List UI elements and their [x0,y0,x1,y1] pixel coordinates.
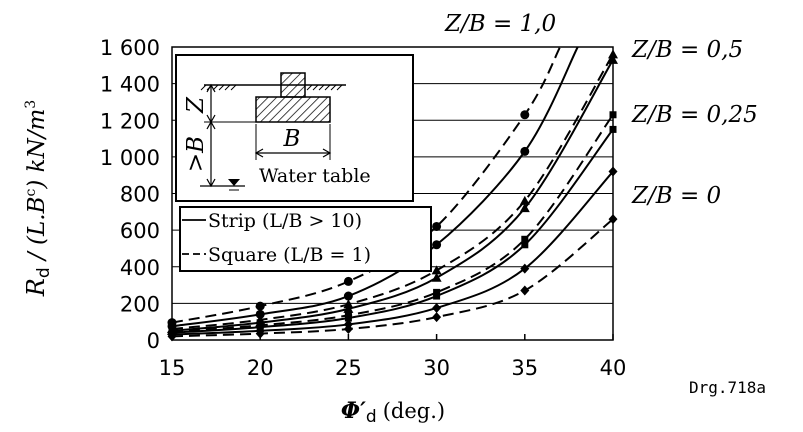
y-tick-label: 1 000 [100,146,160,170]
y-axis-units: ) kN/m [24,109,50,190]
data-point-circle [432,221,442,231]
arrow-up-icon [206,83,216,93]
y-axis-units-sup: 3 [23,100,39,109]
x-axis-unit: (deg.) [383,399,445,423]
y-axis-sup: c [23,188,39,196]
data-point-triangle [431,272,442,282]
drawing-id: Drg.718a [689,378,766,397]
y-tick-label: 1 200 [100,109,160,133]
data-point-square [433,292,441,300]
series-line-z0-strip [171,170,614,336]
data-point-diamond [520,285,530,296]
legend: Strip (L/B > 10) Square (L/B = 1) [179,206,432,272]
x-axis-subscript: d [366,407,377,427]
data-point-circle [255,301,265,311]
svg-text:Rd / (L.Bc) kN/m3: Rd / (L.Bc) kN/m3 [22,100,54,297]
x-tick-label: 15 [159,356,186,380]
label-zb-1-0: Z/B = 1,0 [444,11,556,37]
x-tick-label: 25 [335,356,362,380]
data-point-triangle [343,299,354,309]
inset-z-label: Z [183,96,209,114]
arrow-left-icon [254,148,264,158]
series-line-z0-square [171,218,614,338]
data-point-square [344,314,352,322]
y-axis-text: / (L.B [24,196,50,267]
legend-strip-label: Strip (L/B > 10) [208,210,362,232]
data-point-diamond [520,263,530,274]
inset-diagram: Z >B B Water table [175,54,414,202]
water-table-label: Water table [259,165,371,187]
y-tick-label: 1 400 [100,73,160,97]
x-axis-title: Φ′d (deg.) [341,398,445,427]
y-tick-label: 800 [120,183,160,207]
data-point-circle [255,309,265,319]
legend-square-label: Square (L/B = 1) [208,244,371,266]
x-axis-symbol: Φ′ [341,398,366,424]
label-zb-0: Z/B = 0 [631,183,721,209]
data-point-circle [520,146,530,156]
data-point-triangle [431,265,442,275]
footing-base [255,96,331,123]
y-tick-label: 200 [120,292,160,316]
inset-b-label: B [283,126,301,152]
svg-text:Φ′d(deg.): Φ′d (deg.) [341,398,445,427]
data-point-diamond [432,302,442,313]
y-axis-subscript: d [34,267,54,278]
label-zb-0-25: Z/B = 0,25 [631,102,758,128]
data-point-circle [520,110,530,120]
data-point-triangle [519,203,530,213]
data-point-circle [343,276,353,286]
x-tick-label: 20 [247,356,274,380]
x-tick-label: 35 [511,356,538,380]
x-tick-label: 40 [600,356,627,380]
y-tick-label: 400 [120,256,160,280]
data-point-triangle [343,303,354,313]
inset-depth-label: >B [183,136,209,172]
y-tick-label: 1 600 [100,36,160,60]
ground-hatch-right [306,84,343,91]
data-point-square [433,288,441,296]
data-point-diamond [255,328,265,339]
data-point-square [521,241,529,249]
y-axis-symbol: R [22,278,50,297]
footing-column [280,72,306,98]
water-table-icon [228,179,240,186]
data-point-circle [343,291,353,301]
data-point-triangle [519,195,530,205]
y-tick-label: 600 [120,219,160,243]
data-point-diamond [343,324,353,335]
axis-ticks: 0 200 400 600 800 1 000 1 200 1 400 1 600 15 20 25 3… [100,36,626,380]
data-point-square [521,235,529,243]
label-zb-0-5: Z/B = 0,5 [631,37,743,63]
legend-frame [179,206,432,272]
data-point-diamond [432,312,442,323]
y-axis-title: Rd / (L.Bc) kN/m3 [22,100,54,297]
y-tick-label: 0 [147,329,160,353]
x-tick-label: 30 [423,356,450,380]
arrow-right-icon [322,148,332,158]
data-point-circle [432,240,442,250]
plot-frame [171,46,614,341]
